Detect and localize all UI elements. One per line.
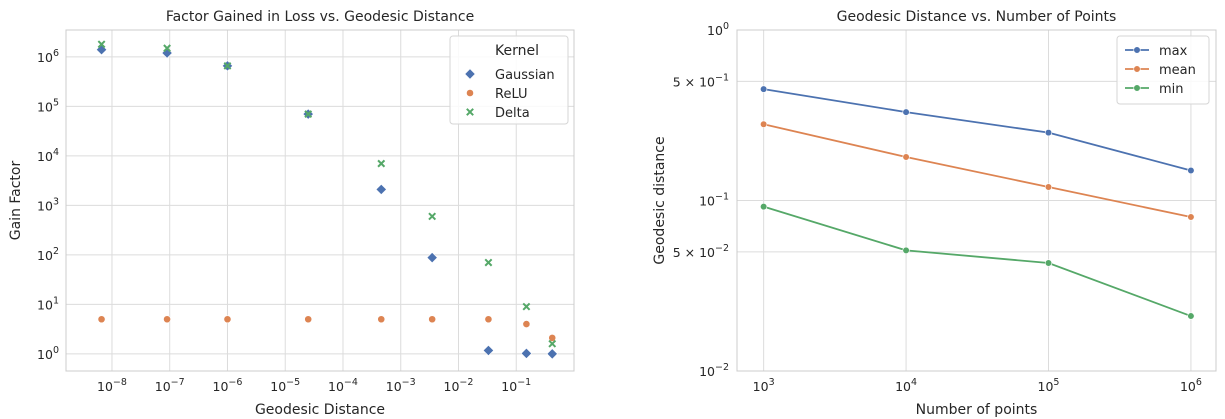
data-point	[1187, 312, 1195, 320]
data-point	[760, 120, 768, 128]
data-point	[548, 333, 557, 342]
y-tick-label: 104	[37, 147, 59, 164]
series-delta	[97, 40, 557, 348]
data-point	[97, 40, 106, 49]
x-tick-label: 10−6	[213, 377, 243, 394]
legend-marker-relu	[466, 89, 474, 97]
y-tick-label: 100	[37, 345, 59, 362]
x-tick-label: 106	[1180, 377, 1202, 394]
legend-marker-min	[1133, 84, 1141, 92]
legend-marker-delta	[466, 108, 474, 116]
y-axis-label: Geodesic distance	[652, 136, 668, 264]
plot-frame	[736, 29, 1217, 372]
legend-marker-mean	[1133, 65, 1141, 73]
series-max	[760, 85, 1195, 175]
x-tick-label: 104	[895, 377, 917, 394]
x-tick-label: 10−7	[155, 377, 185, 394]
data-point	[522, 302, 531, 311]
data-point	[482, 344, 495, 357]
chart-title: Geodesic Distance vs. Number of Points	[837, 9, 1117, 25]
series-line	[763, 88, 1192, 172]
data-point	[1187, 213, 1195, 221]
data-point	[223, 61, 232, 70]
data-point	[760, 203, 768, 211]
y-tick-label: 103	[37, 196, 59, 213]
legend: Kernel Gaussian ReLU Delta	[449, 35, 569, 125]
x-tick-label: 10−2	[444, 377, 474, 394]
data-point	[428, 212, 437, 221]
legend: max mean min	[1116, 35, 1210, 105]
series-min	[760, 203, 1195, 320]
chart-title: Factor Gained in Loss vs. Geodesic Dista…	[166, 9, 474, 25]
legend-label: Gaussian	[495, 68, 555, 83]
y-tick-label: 106	[37, 48, 59, 65]
y-tick-label: 5 × 10−1	[673, 72, 729, 89]
data-point	[377, 315, 386, 324]
geodesic-distance-chart: 103 104 105 106 10−2 5 × 10−2 10−1 5 × 10−1 100 G…	[652, 9, 1217, 418]
y-tick-label: 101	[37, 295, 59, 312]
data-point	[548, 339, 557, 348]
data-point	[1044, 129, 1053, 137]
x-axis-label: Geodesic Distance	[255, 402, 385, 418]
data-point	[760, 85, 768, 93]
data-point	[304, 315, 313, 324]
data-point	[522, 320, 531, 328]
legend-marker-max	[1133, 46, 1141, 54]
data-point	[902, 153, 910, 161]
x-tick-label: 10−5	[270, 377, 300, 394]
gain-factor-chart: 10−8 10−7 10−6 10−5 10−4 10−3 10−2 10−1 100 101 10…	[8, 9, 575, 418]
y-tick-label: 10−2	[699, 362, 729, 379]
y-tick-label: 102	[37, 246, 59, 263]
data-point	[520, 347, 533, 360]
x-tick-label: 10−3	[386, 377, 416, 394]
legend-label: ReLU	[495, 87, 528, 102]
series-relu	[97, 315, 557, 342]
data-point	[902, 246, 910, 254]
data-point	[223, 315, 232, 324]
legend-box	[449, 35, 569, 125]
data-point	[163, 315, 171, 324]
legend-label: mean	[1159, 63, 1196, 78]
data-point	[484, 315, 493, 324]
data-point	[546, 348, 558, 360]
series-line	[763, 205, 1192, 317]
y-tick-label: 10−1	[699, 192, 729, 209]
legend-marker-gaussian	[464, 68, 476, 80]
data-point	[902, 108, 910, 116]
legend-title: Kernel	[495, 43, 539, 59]
x-tick-label: 10−1	[501, 377, 531, 394]
data-point	[375, 183, 387, 196]
data-point	[1044, 183, 1053, 191]
x-tick-label: 103	[753, 377, 775, 394]
data-point	[97, 315, 106, 324]
x-tick-label: 10−4	[328, 377, 358, 394]
legend-label: min	[1159, 82, 1184, 97]
series-line	[763, 123, 1192, 218]
legend-label: Delta	[495, 106, 530, 121]
data-point	[163, 44, 171, 53]
plot-frame	[65, 29, 575, 372]
x-axis-label: Number of points	[916, 402, 1038, 418]
y-tick-label: 100	[707, 21, 729, 38]
y-tick-label: 105	[37, 97, 59, 114]
data-point	[1187, 166, 1195, 175]
data-point	[426, 251, 438, 264]
legend-label: max	[1159, 44, 1188, 59]
data-point	[377, 159, 386, 168]
data-point	[304, 110, 313, 118]
data-point	[1044, 259, 1053, 267]
x-tick-label: 105	[1038, 377, 1060, 394]
series-mean	[760, 120, 1195, 221]
data-point	[484, 258, 493, 267]
x-tick-label: 10−8	[97, 377, 127, 394]
data-point	[428, 315, 437, 324]
y-tick-label: 5 × 10−2	[673, 243, 729, 260]
y-axis-label: Gain Factor	[8, 161, 24, 241]
